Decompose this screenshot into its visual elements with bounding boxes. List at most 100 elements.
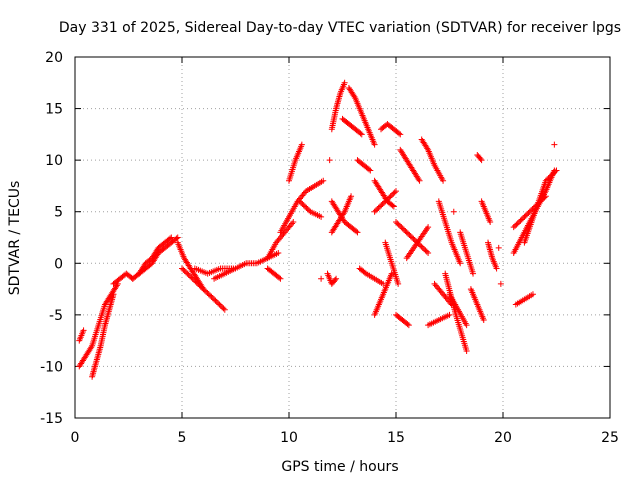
- y-tick-label-5: 10: [45, 153, 63, 169]
- data-segment-4: [129, 234, 181, 282]
- data-segment-14: [296, 198, 325, 220]
- data-segment-30: [393, 311, 412, 329]
- x-tick-label-5: 25: [601, 430, 619, 446]
- data-point: [290, 219, 297, 226]
- x-tick-label-3: 15: [387, 430, 405, 446]
- data-segment-20: [328, 79, 348, 133]
- data-point: [188, 274, 195, 281]
- data-point: [215, 300, 222, 307]
- data-point: [552, 168, 559, 175]
- data-segment-35: [425, 311, 453, 329]
- data-point: [192, 278, 199, 285]
- data-point: [397, 131, 404, 138]
- data-segment-26: [371, 188, 399, 215]
- data-segment-15: [318, 275, 325, 282]
- data-segment-29: [371, 270, 395, 318]
- data-point: [393, 188, 399, 195]
- data-segment-7: [179, 265, 228, 313]
- data-point: [304, 206, 311, 213]
- data-point: [395, 221, 402, 228]
- data-point: [416, 177, 423, 184]
- data-point: [357, 130, 364, 137]
- y-tick-label-4: 5: [54, 205, 63, 221]
- data-segment-43: [474, 151, 485, 164]
- data-point: [187, 273, 194, 280]
- data-point: [529, 291, 536, 298]
- y-axis-label: SDTVAR / TECUs: [7, 181, 23, 296]
- data-point: [333, 275, 340, 282]
- data-point: [306, 207, 313, 214]
- data-point: [183, 269, 190, 276]
- data-point: [366, 166, 373, 173]
- data-point: [487, 219, 494, 226]
- data-point: [298, 141, 305, 148]
- x-axis-label: GPS time / hours: [281, 459, 398, 475]
- data-point: [376, 203, 383, 210]
- data-points: [76, 79, 560, 380]
- data-point: [545, 175, 552, 182]
- data-point: [394, 220, 401, 227]
- data-point: [542, 193, 549, 200]
- data-point: [450, 208, 457, 215]
- data-point: [525, 210, 532, 217]
- data-point: [204, 289, 211, 296]
- data-point: [528, 207, 535, 214]
- data-point: [404, 321, 411, 328]
- data-segment-24: [356, 265, 387, 287]
- data-point: [351, 93, 358, 100]
- data-point: [320, 177, 327, 184]
- data-point: [332, 277, 339, 284]
- data-segment-50: [512, 291, 536, 308]
- y-tick-label-1: -10: [40, 359, 63, 375]
- data-point: [378, 202, 385, 209]
- data-point: [390, 203, 397, 210]
- y-tick-label-2: -5: [49, 308, 63, 324]
- data-point: [380, 199, 387, 206]
- data-point: [181, 268, 188, 275]
- data-segment-16: [324, 270, 340, 287]
- data-point: [522, 212, 529, 219]
- data-segment-51: [521, 167, 560, 246]
- data-point: [341, 79, 348, 86]
- data-point: [221, 306, 228, 313]
- data-point: [463, 322, 470, 329]
- data-segment-47: [497, 280, 504, 287]
- data-segment-38: [442, 270, 470, 354]
- data-point: [549, 171, 556, 178]
- y-tick-label-6: 15: [45, 102, 63, 118]
- data-point: [389, 202, 396, 209]
- data-segment-6: [174, 239, 207, 293]
- data-point: [174, 234, 181, 241]
- data-point: [457, 260, 464, 267]
- data-point: [405, 230, 412, 237]
- data-point: [463, 347, 470, 354]
- data-point: [425, 249, 432, 256]
- data-point: [551, 141, 558, 148]
- data-segment-10: [264, 265, 284, 282]
- x-tick-label-2: 10: [280, 430, 298, 446]
- data-point: [513, 221, 520, 228]
- data-point: [425, 224, 432, 231]
- data-point: [418, 243, 425, 250]
- data-segment-33: [403, 224, 432, 262]
- x-tick-label-1: 5: [178, 430, 187, 446]
- data-segment-27: [378, 121, 404, 138]
- data-point: [495, 244, 502, 251]
- data-point: [303, 204, 310, 211]
- data-point: [300, 202, 307, 209]
- data-point: [318, 275, 325, 282]
- plot-frame: [74, 56, 611, 419]
- data-point: [201, 287, 208, 294]
- data-point: [168, 234, 175, 241]
- data-point: [302, 203, 309, 210]
- data-segment-21: [339, 115, 365, 138]
- data-point: [410, 235, 417, 242]
- data-segment-11: [264, 219, 297, 262]
- data-point: [403, 229, 410, 236]
- data-point: [276, 274, 283, 281]
- data-point: [478, 157, 485, 164]
- data-segment-39: [446, 291, 470, 329]
- data-point: [470, 270, 477, 277]
